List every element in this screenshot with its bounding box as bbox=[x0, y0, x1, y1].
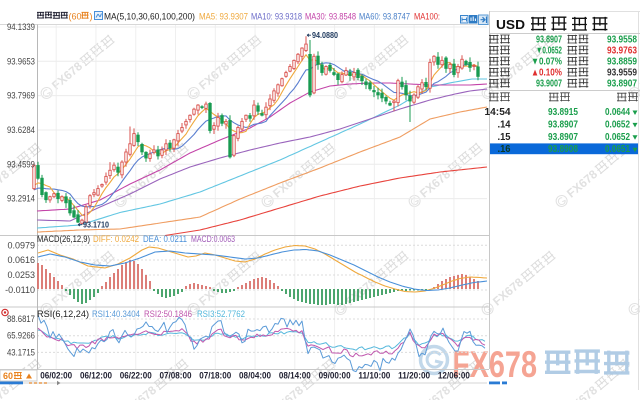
svg-text:93.8907: 93.8907 bbox=[607, 79, 637, 90]
svg-text:93.8907: 93.8907 bbox=[548, 119, 578, 130]
svg-text:▼0.0652: ▼0.0652 bbox=[536, 46, 562, 57]
svg-text:94.0880: 94.0880 bbox=[312, 30, 338, 40]
svg-text:RSI(6,12,24): RSI(6,12,24) bbox=[37, 309, 89, 319]
svg-text:93.7969: 93.7969 bbox=[7, 91, 35, 101]
svg-text:93.2914: 93.2914 bbox=[7, 194, 35, 204]
svg-text:11/10:00: 11/10:00 bbox=[358, 371, 390, 381]
svg-text:▼0.07%: ▼0.07% bbox=[531, 57, 562, 68]
svg-text:65.9266: 65.9266 bbox=[7, 331, 35, 341]
svg-text:(60: (60 bbox=[69, 12, 82, 22]
svg-text:USD: USD bbox=[496, 17, 525, 32]
svg-text:93.9763: 93.9763 bbox=[607, 46, 637, 57]
svg-text:0.0652: 0.0652 bbox=[605, 119, 630, 130]
svg-text:93.8908: 93.8908 bbox=[548, 144, 578, 155]
svg-text:0.0652: 0.0652 bbox=[605, 132, 630, 143]
svg-text:93.8859: 93.8859 bbox=[607, 57, 637, 68]
svg-text:60: 60 bbox=[3, 371, 13, 381]
svg-text:MA30: 93.8548: MA30: 93.8548 bbox=[305, 12, 356, 22]
svg-text:DIFF: 0.0242: DIFF: 0.0242 bbox=[93, 234, 139, 244]
svg-text:93.9558: 93.9558 bbox=[607, 35, 637, 46]
svg-text:06/02:00: 06/02:00 bbox=[40, 371, 72, 381]
svg-text:08/14:00: 08/14:00 bbox=[279, 371, 311, 381]
svg-text:93.9007: 93.9007 bbox=[536, 79, 562, 90]
svg-text:RSI3:52.7762: RSI3:52.7762 bbox=[197, 309, 245, 319]
svg-text:0.0651: 0.0651 bbox=[605, 144, 630, 155]
svg-text:MA60: 93.8747: MA60: 93.8747 bbox=[359, 12, 410, 22]
svg-text:0.0253: 0.0253 bbox=[7, 270, 35, 280]
svg-text:MA(5,10,30,60,100,200): MA(5,10,30,60,100,200) bbox=[104, 12, 195, 22]
svg-text:06/22:00: 06/22:00 bbox=[120, 371, 152, 381]
svg-text:93.9653: 93.9653 bbox=[7, 56, 35, 66]
svg-text:93.8915: 93.8915 bbox=[548, 107, 578, 118]
svg-text:93.8907: 93.8907 bbox=[548, 132, 578, 143]
svg-text:11/20:00: 11/20:00 bbox=[398, 371, 430, 381]
svg-text:RSI1:40.3404: RSI1:40.3404 bbox=[92, 309, 140, 319]
svg-text:93.6284: 93.6284 bbox=[7, 125, 35, 135]
svg-text:0.0979: 0.0979 bbox=[7, 240, 35, 250]
svg-text:94.1339: 94.1339 bbox=[7, 22, 35, 32]
svg-text:MACD:0.0063: MACD:0.0063 bbox=[191, 234, 235, 244]
svg-text:): ) bbox=[90, 12, 93, 22]
svg-text:0.0644: 0.0644 bbox=[605, 107, 630, 118]
svg-text:07/18:00: 07/18:00 bbox=[199, 371, 231, 381]
svg-text:MACD(26,12,9): MACD(26,12,9) bbox=[37, 234, 90, 244]
svg-text:MA100:: MA100: bbox=[414, 12, 440, 22]
svg-text:93.9559: 93.9559 bbox=[607, 68, 637, 79]
svg-text:0.0616: 0.0616 bbox=[7, 255, 35, 265]
svg-text:09/00:00: 09/00:00 bbox=[319, 371, 351, 381]
svg-text:43.1715: 43.1715 bbox=[7, 347, 35, 357]
svg-text:93.8907: 93.8907 bbox=[536, 35, 562, 46]
svg-text:MA5: 93.9307: MA5: 93.9307 bbox=[199, 12, 248, 22]
svg-text:.16: .16 bbox=[498, 144, 511, 155]
svg-text:DEA: 0.0211: DEA: 0.0211 bbox=[143, 234, 187, 244]
svg-text:12/06:00: 12/06:00 bbox=[438, 371, 470, 381]
svg-text:08/04:00: 08/04:00 bbox=[239, 371, 271, 381]
svg-text:FX678: FX678 bbox=[452, 344, 537, 385]
svg-text:93.1710: 93.1710 bbox=[83, 220, 109, 230]
svg-text:07/08:00: 07/08:00 bbox=[160, 371, 192, 381]
svg-text:MA10: 93.9318: MA10: 93.9318 bbox=[251, 12, 302, 22]
svg-text:93.4599: 93.4599 bbox=[7, 159, 35, 169]
svg-text:14:54: 14:54 bbox=[485, 107, 511, 118]
svg-text:.15: .15 bbox=[498, 132, 511, 143]
svg-text:RSI2:50.1846: RSI2:50.1846 bbox=[144, 309, 192, 319]
svg-text:88.6817: 88.6817 bbox=[7, 314, 35, 324]
svg-text:▲0.10%: ▲0.10% bbox=[531, 68, 562, 79]
svg-text:.14: .14 bbox=[498, 119, 511, 130]
svg-text:-0.0110: -0.0110 bbox=[5, 285, 35, 295]
svg-text:06/12:00: 06/12:00 bbox=[80, 371, 112, 381]
